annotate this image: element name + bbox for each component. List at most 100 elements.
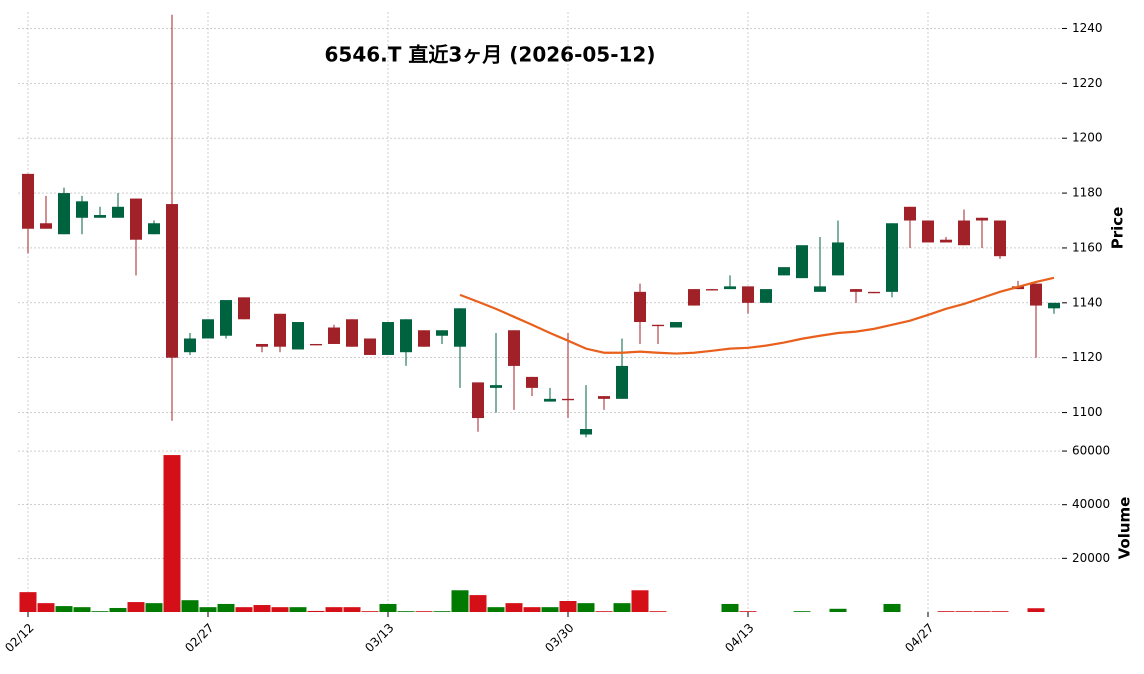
y-tick-label: 1160	[1072, 240, 1103, 254]
candle-body	[436, 330, 448, 336]
candle-body	[652, 324, 664, 327]
candle-body	[868, 291, 880, 294]
volume-bar	[361, 611, 379, 612]
volume-bar	[235, 607, 253, 612]
candle-body	[76, 201, 88, 218]
candle-body	[202, 319, 214, 339]
candle-body	[220, 300, 232, 336]
candle-body	[238, 297, 250, 320]
candle-body	[22, 173, 34, 229]
x-tick-label: 04/27	[902, 621, 936, 655]
candle-body	[274, 313, 286, 347]
candle-body	[1048, 302, 1060, 309]
candle-body	[796, 245, 808, 279]
chart-title: 6546.T 直近3ヶ月 (2026-05-12)	[325, 43, 656, 67]
candle-body	[580, 429, 592, 435]
volume-bar	[73, 607, 91, 612]
y-tick-label: 1120	[1072, 350, 1103, 364]
volume-bar	[325, 607, 343, 612]
candle-body	[292, 322, 304, 350]
candle-body	[598, 396, 610, 399]
volume-bar	[199, 607, 217, 612]
volume-bar	[379, 603, 397, 612]
candle-body	[328, 327, 340, 344]
volume-axis-label: Volume	[1116, 497, 1134, 560]
candle-body	[148, 223, 160, 235]
volume-bar	[577, 603, 595, 612]
y-axis-label: Price	[1109, 207, 1127, 250]
volume-bar	[217, 603, 235, 612]
volume-tick-label: 40000	[1072, 497, 1110, 511]
candle-body	[364, 338, 376, 355]
y-tick-label: 1240	[1072, 21, 1103, 35]
candle-body	[958, 220, 970, 246]
candle-body	[832, 242, 844, 276]
y-tick-label: 1200	[1072, 131, 1103, 145]
candle-body	[616, 365, 628, 399]
volume-bar	[343, 607, 361, 612]
volume-bar	[271, 607, 289, 612]
volume-bar	[973, 611, 991, 612]
candle-body	[382, 322, 394, 355]
x-tick-label: 03/13	[362, 621, 396, 655]
y-tick-label: 1140	[1072, 295, 1103, 309]
volume-bar	[487, 607, 505, 612]
volume-bar	[127, 602, 145, 612]
candle-body	[814, 286, 826, 292]
candle-body	[454, 308, 466, 347]
candle-body	[418, 330, 430, 347]
candle-body	[940, 239, 952, 243]
candle-body	[904, 206, 916, 221]
y-tick-label: 1220	[1072, 76, 1103, 90]
volume-tick-label: 20000	[1072, 551, 1110, 565]
candle-body	[508, 330, 520, 366]
candle-body	[760, 289, 772, 303]
candle-body	[976, 217, 988, 221]
candle-body	[400, 319, 412, 353]
volume-bar	[793, 611, 811, 612]
volume-bar	[1027, 608, 1045, 612]
candle-body	[58, 193, 70, 235]
volume-bar	[829, 608, 847, 612]
candle-body	[850, 289, 862, 292]
volume-bar	[505, 603, 523, 612]
volume-bar	[19, 592, 37, 612]
volume-bar	[253, 605, 271, 612]
volume-bar	[541, 607, 559, 612]
volume-bar	[649, 611, 667, 612]
candle-body	[1030, 283, 1042, 306]
x-tick-label: 03/30	[542, 621, 576, 655]
y-tick-label: 1180	[1072, 186, 1103, 200]
volume-bar	[433, 611, 451, 612]
x-tick-label: 02/12	[2, 621, 36, 655]
x-tick-label: 04/13	[722, 621, 756, 655]
candle-body	[688, 289, 700, 306]
volume-bar	[991, 611, 1009, 612]
candle-body	[130, 198, 142, 240]
volume-bar	[721, 603, 739, 612]
candle-body	[562, 398, 574, 401]
volume-bar	[415, 611, 433, 612]
candle-body	[922, 220, 934, 243]
candle-body	[166, 204, 178, 358]
volume-bar	[181, 600, 199, 612]
volume-tick-label: 60000	[1072, 444, 1110, 458]
candle-body	[544, 398, 556, 402]
y-tick-label: 1100	[1072, 405, 1103, 419]
moving-average	[459, 276, 1055, 355]
volume-bar	[955, 611, 973, 612]
candle-body	[40, 223, 52, 229]
candle-body	[706, 289, 718, 291]
x-tick-label: 02/27	[182, 621, 216, 655]
volume-bar	[559, 601, 577, 612]
volume-bar	[145, 603, 163, 612]
candle-body	[94, 215, 106, 218]
volume-bar	[289, 607, 307, 612]
volume-bar	[307, 610, 325, 612]
volume-bar	[163, 455, 181, 612]
volume-bar	[937, 611, 955, 612]
candle-body	[886, 223, 898, 292]
candle-body	[778, 267, 790, 276]
candle-body	[994, 220, 1006, 257]
candle-body	[256, 343, 268, 347]
